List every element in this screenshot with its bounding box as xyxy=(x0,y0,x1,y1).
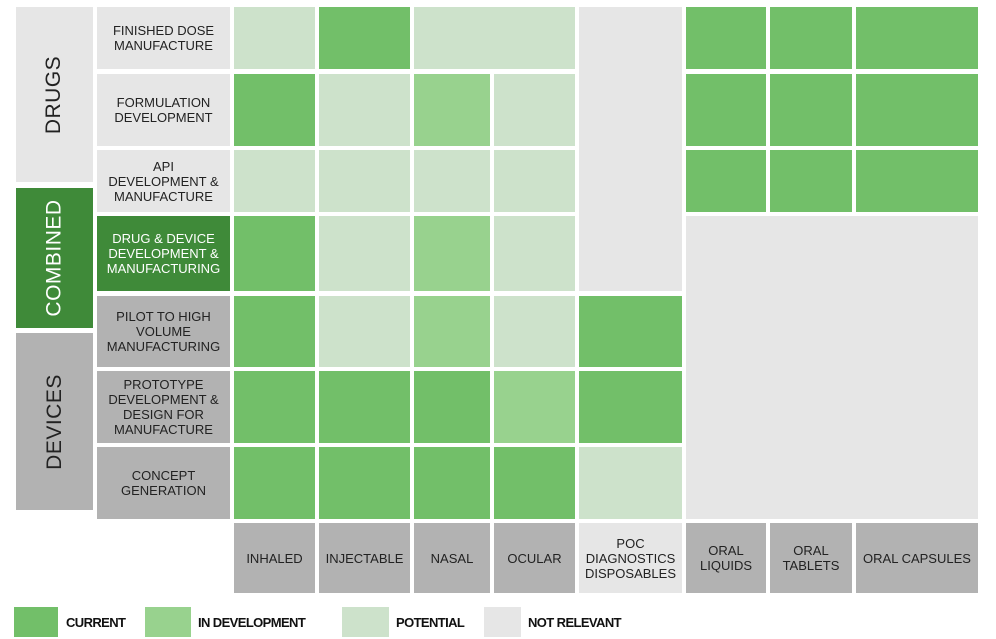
col-label-oral-liquids: ORAL LIQUIDS xyxy=(686,523,766,593)
category-combined-label: COMBINED xyxy=(42,199,66,317)
cell-poc-drug-rows xyxy=(579,7,682,291)
legend-label-not-relevant: NOT RELEVANT xyxy=(528,614,622,630)
cell-prototype-ocular xyxy=(494,371,575,443)
cell-finished_dose-oral_tablets xyxy=(770,7,852,69)
cell-api-inhaled xyxy=(234,150,315,212)
cell-concept-ocular xyxy=(494,447,575,519)
row-label-finished-dose: FINISHED DOSE MANUFACTURE xyxy=(97,7,230,69)
category-drugs: DRUGS xyxy=(16,7,93,182)
cell-prototype-injectable xyxy=(319,371,410,443)
cell-api-oral_liquids xyxy=(686,150,766,212)
category-combined: COMBINED xyxy=(16,188,93,328)
cell-concept-nasal xyxy=(414,447,490,519)
legend-label-in-development: IN DEVELOPMENT xyxy=(198,614,306,630)
cell-drug_device-inhaled xyxy=(234,216,315,291)
legend-swatch-in-development xyxy=(145,607,191,637)
legend-swatch-potential xyxy=(342,607,389,637)
cell-formulation-oral_liquids xyxy=(686,74,766,146)
col-label-inhaled: INHALED xyxy=(234,523,315,593)
cell-pilot-injectable xyxy=(319,296,410,367)
legend-swatch-current xyxy=(14,607,58,637)
category-drugs-label: DRUGS xyxy=(42,55,66,134)
cell-finished_dose-oral_capsules xyxy=(856,7,978,69)
legend-label-potential: POTENTIAL xyxy=(396,614,465,630)
col-label-nasal: NASAL xyxy=(414,523,490,593)
col-label-ocular: OCULAR xyxy=(494,523,575,593)
cell-formulation-ocular xyxy=(494,74,575,146)
cell-formulation-inhaled xyxy=(234,74,315,146)
cell-prototype-inhaled xyxy=(234,371,315,443)
cell-api-oral_capsules xyxy=(856,150,978,212)
row-label-drug-device: DRUG & DEVICE DEVELOPMENT & MANUFACTURIN… xyxy=(97,216,230,291)
col-label-oral-tablets: ORAL TABLETS xyxy=(770,523,852,593)
cell-pilot-nasal xyxy=(414,296,490,367)
legend-swatch-not-relevant xyxy=(484,607,521,637)
cell-pilot-ocular xyxy=(494,296,575,367)
cell-finished_dose-nasal_ocular xyxy=(414,7,575,69)
row-label-pilot: PILOT TO HIGH VOLUME MANUFACTURING xyxy=(97,296,230,367)
cell-finished_dose-oral_liquids xyxy=(686,7,766,69)
cell-pilot-inhaled xyxy=(234,296,315,367)
cell-api-injectable xyxy=(319,150,410,212)
cell-formulation-nasal xyxy=(414,74,490,146)
cell-prototype-nasal xyxy=(414,371,490,443)
cell-api-ocular xyxy=(494,150,575,212)
cell-oral-device-rows xyxy=(686,216,978,519)
cell-concept-poc xyxy=(579,447,682,519)
cell-formulation-oral_tablets xyxy=(770,74,852,146)
col-label-injectable: INJECTABLE xyxy=(319,523,410,593)
category-devices: DEVICES xyxy=(16,333,93,510)
row-label-formulation: FORMULATION DEVELOPMENT xyxy=(97,74,230,146)
cell-api-nasal xyxy=(414,150,490,212)
row-label-concept: CONCEPT GENERATION xyxy=(97,447,230,519)
cell-concept-injectable xyxy=(319,447,410,519)
cell-drug_device-ocular xyxy=(494,216,575,291)
legend-label-current: CURRENT xyxy=(66,614,126,630)
cell-formulation-injectable xyxy=(319,74,410,146)
row-label-prototype: PROTOTYPE DEVELOPMENT & DESIGN FOR MANUF… xyxy=(97,371,230,443)
cell-formulation-oral_capsules xyxy=(856,74,978,146)
cell-prototype-poc xyxy=(579,371,682,443)
cell-finished_dose-inhaled xyxy=(234,7,315,69)
cell-drug_device-injectable xyxy=(319,216,410,291)
cell-pilot-poc xyxy=(579,296,682,367)
row-label-api: API DEVELOPMENT & MANUFACTURE xyxy=(97,150,230,212)
category-devices-label: DEVICES xyxy=(42,373,66,470)
cell-finished_dose-injectable xyxy=(319,7,410,69)
cell-concept-inhaled xyxy=(234,447,315,519)
cell-drug_device-nasal xyxy=(414,216,490,291)
col-label-poc: POC DIAGNOSTICS DISPOSABLES xyxy=(579,523,682,593)
cell-api-oral_tablets xyxy=(770,150,852,212)
col-label-oral-capsules: ORAL CAPSULES xyxy=(856,523,978,593)
